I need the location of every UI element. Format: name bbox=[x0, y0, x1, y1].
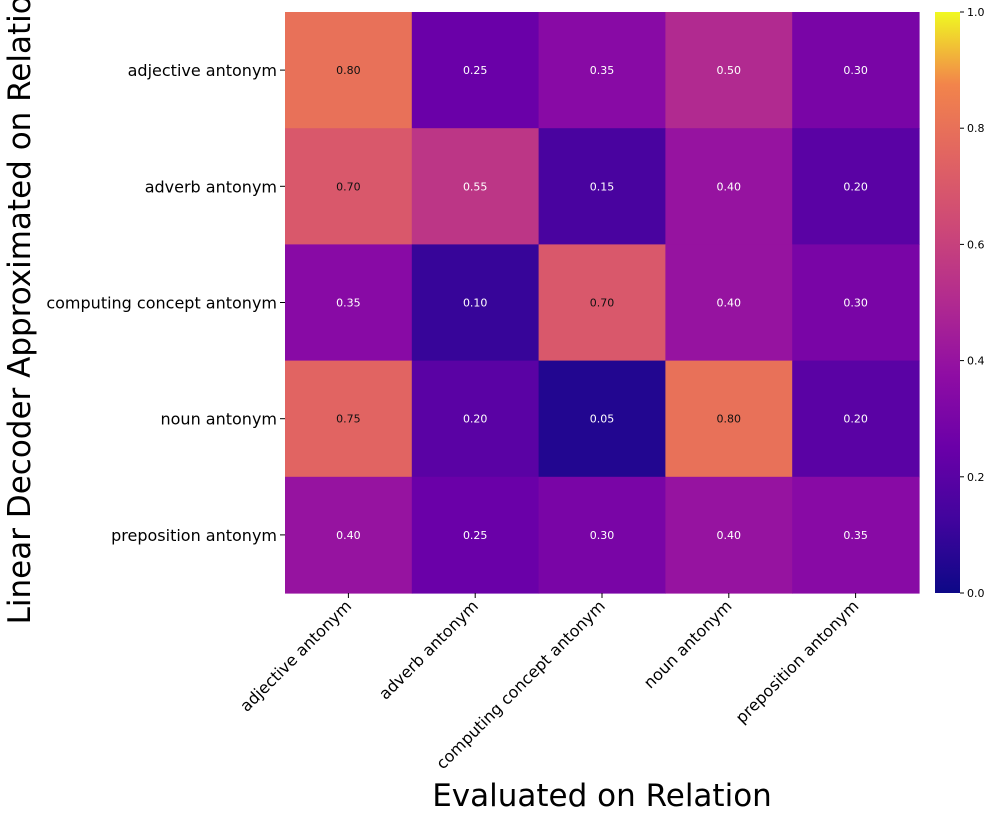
heatmap-cell bbox=[285, 12, 413, 129]
x-tick-label: adverb antonym bbox=[375, 596, 482, 703]
heatmap-value-label: 0.70 bbox=[336, 180, 361, 193]
heatmap-value-label: 0.25 bbox=[463, 529, 488, 542]
x-tick-label: preposition antonym bbox=[732, 596, 863, 727]
colorbar-tick-label: 0.0 bbox=[967, 587, 985, 600]
heatmap-value-labels: 0.80 0.25 0.35 0.50 0.30 0.70 0.55 0.15 0.40 0.20… bbox=[336, 64, 868, 542]
heatmap-value-label: 0.40 bbox=[336, 529, 361, 542]
heatmap-value-label: 0.55 bbox=[463, 180, 488, 193]
heatmap-cell bbox=[538, 12, 666, 129]
y-tick-label: computing concept antonym bbox=[46, 294, 277, 313]
colorbar-gradient bbox=[935, 12, 960, 593]
colorbar-tick-label: 0.2 bbox=[967, 471, 985, 484]
heatmap-value-label: 0.20 bbox=[843, 180, 868, 193]
heatmap-cell bbox=[538, 244, 666, 362]
heatmap-cell bbox=[665, 12, 793, 129]
heatmap-value-label: 0.30 bbox=[843, 297, 868, 310]
heatmap-cell bbox=[411, 360, 540, 478]
heatmap-value-label: 0.25 bbox=[463, 64, 488, 77]
heatmap-cell bbox=[285, 128, 413, 245]
x-tick-label: noun antonym bbox=[640, 596, 736, 692]
heatmap-cell bbox=[792, 360, 920, 478]
colorbar-tick-label: 0.6 bbox=[967, 238, 985, 251]
y-tick-label: adverb antonym bbox=[145, 177, 277, 196]
x-tick-label: adjective antonym bbox=[236, 596, 355, 715]
heatmap-value-label: 0.30 bbox=[590, 529, 615, 542]
heatmap-value-label: 0.20 bbox=[463, 413, 488, 426]
heatmap-cell bbox=[665, 476, 793, 594]
y-tick-label: noun antonym bbox=[161, 410, 278, 429]
y-axis-title: Linear Decoder Approximated on Relation bbox=[2, 0, 38, 624]
heatmap-cell bbox=[411, 244, 540, 362]
heatmap-value-label: 0.35 bbox=[843, 529, 868, 542]
heatmap-cell bbox=[285, 360, 413, 478]
heatmap-cells bbox=[285, 12, 920, 594]
heatmap-cell bbox=[285, 244, 413, 362]
y-axis-ticks: adjective antonym adverb antonym computing… bbox=[46, 61, 285, 545]
heatmap-value-label: 0.15 bbox=[590, 180, 615, 193]
heatmap-value-label: 0.30 bbox=[843, 64, 868, 77]
colorbar-tick-label: 0.8 bbox=[967, 122, 985, 135]
heatmap-cell bbox=[411, 128, 540, 245]
colorbar-tick-label: 1.0 bbox=[967, 6, 985, 19]
heatmap-cell bbox=[285, 476, 413, 594]
x-axis-title: Evaluated on Relation bbox=[432, 778, 772, 814]
heatmap-cell bbox=[792, 12, 920, 129]
y-tick-label: preposition antonym bbox=[111, 526, 277, 545]
heatmap-cell bbox=[665, 244, 793, 362]
heatmap-value-label: 0.20 bbox=[843, 413, 868, 426]
heatmap-value-label: 0.10 bbox=[463, 297, 488, 310]
heatmap-value-label: 0.75 bbox=[336, 413, 361, 426]
heatmap-value-label: 0.70 bbox=[590, 297, 615, 310]
heatmap-value-label: 0.35 bbox=[336, 297, 361, 310]
heatmap-cell bbox=[792, 128, 920, 245]
heatmap-cell bbox=[665, 360, 793, 478]
heatmap-value-label: 0.80 bbox=[717, 413, 742, 426]
heatmap-value-label: 0.05 bbox=[590, 413, 615, 426]
heatmap-cell bbox=[792, 244, 920, 362]
y-tick-label: adjective antonym bbox=[128, 61, 277, 80]
heatmap-value-label: 0.80 bbox=[336, 64, 361, 77]
x-axis-ticks: adjective antonym adverb antonymcomputing… bbox=[236, 593, 862, 773]
heatmap-cell bbox=[538, 360, 666, 478]
heatmap-cell bbox=[411, 476, 540, 594]
heatmap-cell bbox=[792, 476, 920, 594]
heatmap-cell bbox=[538, 128, 666, 245]
heatmap-cell bbox=[411, 12, 540, 129]
heatmap-cell bbox=[665, 128, 793, 245]
heatmap-value-label: 0.40 bbox=[717, 297, 742, 310]
heatmap-value-label: 0.40 bbox=[717, 529, 742, 542]
heatmap-value-label: 0.50 bbox=[717, 64, 742, 77]
heatmap-value-label: 0.40 bbox=[717, 180, 742, 193]
colorbar-tick-label: 0.4 bbox=[967, 355, 985, 368]
heatmap-value-label: 0.35 bbox=[590, 64, 615, 77]
heatmap-cell bbox=[538, 476, 666, 594]
colorbar: 0.0 0.2 0.4 0.6 0.8 1.0 bbox=[935, 6, 985, 600]
